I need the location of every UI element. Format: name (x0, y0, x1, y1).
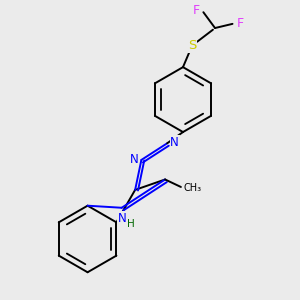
Text: F: F (193, 4, 200, 16)
Text: S: S (188, 39, 196, 52)
Text: N: N (130, 153, 138, 166)
Text: F: F (236, 16, 244, 29)
Text: N: N (170, 136, 179, 149)
Text: H: H (127, 219, 135, 229)
Text: N: N (118, 212, 127, 225)
Text: CH₃: CH₃ (184, 183, 202, 193)
